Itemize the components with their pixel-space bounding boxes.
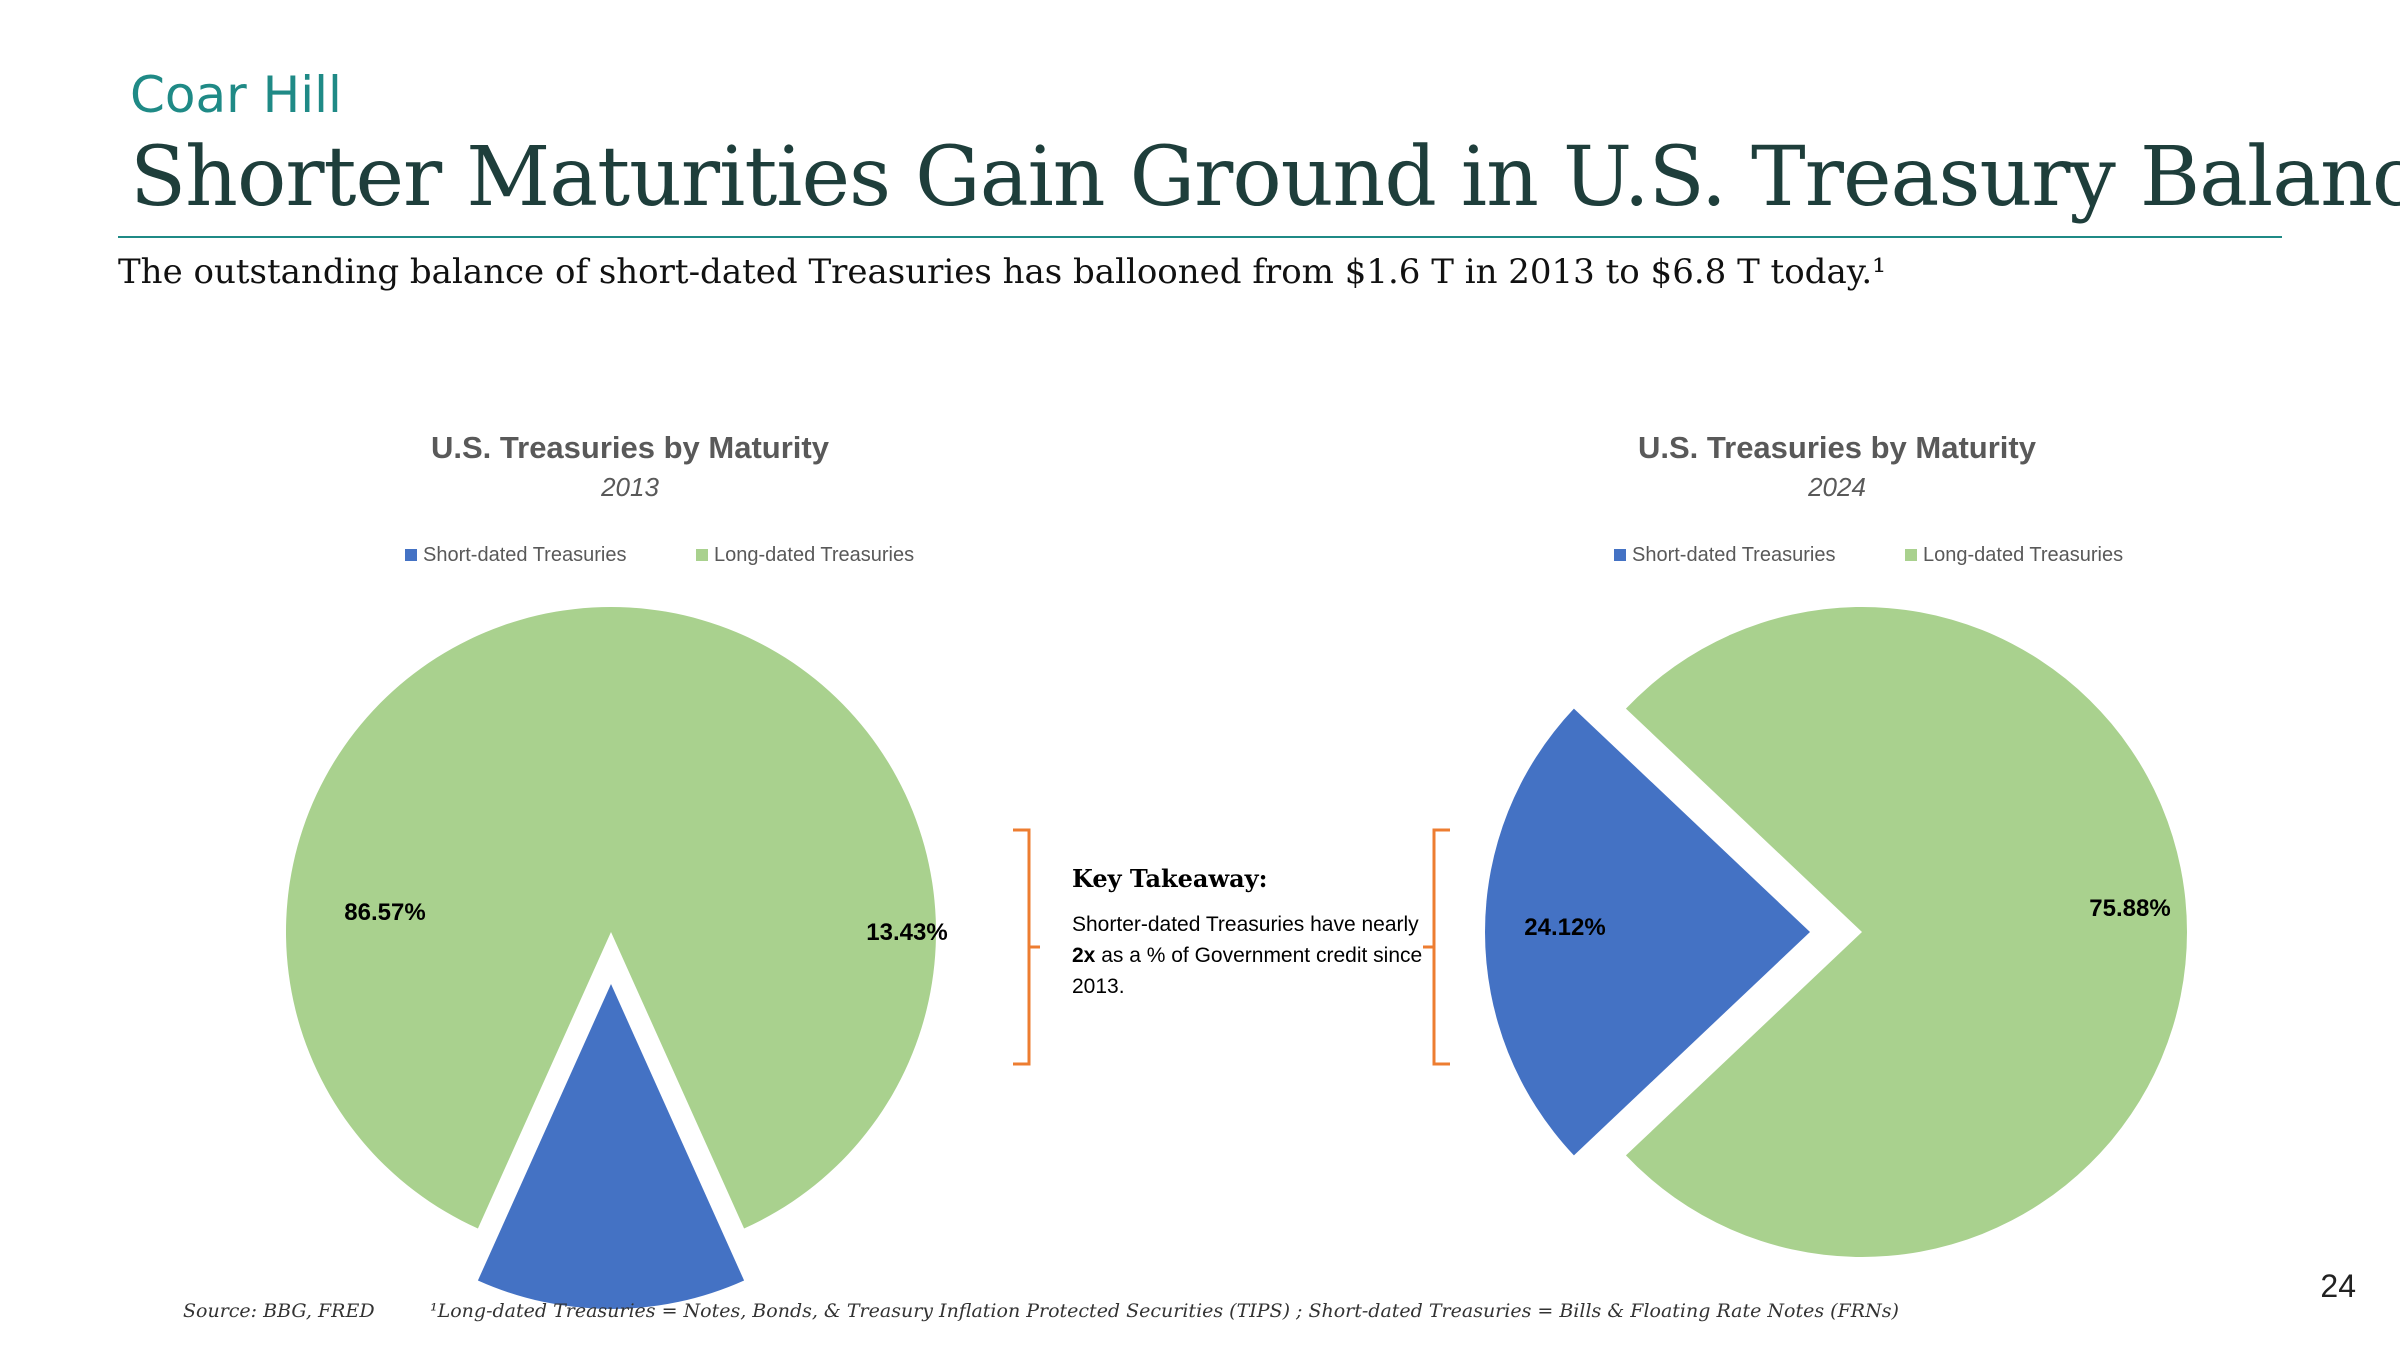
key-takeaway-bold: 2x — [1072, 944, 1096, 967]
key-takeaway-heading: Key Takeaway: — [1072, 864, 1268, 893]
legend-swatch-long — [1905, 549, 1917, 561]
legend-item-long: Long-dated Treasuries — [696, 544, 914, 567]
legend-swatch-short — [1614, 549, 1626, 561]
pie-chart-2013: 13.43% 86.57% — [285, 607, 948, 1309]
chart-subtitle-2024: 2024 — [1808, 472, 1866, 502]
legend-item-long: Long-dated Treasuries — [1905, 544, 2123, 567]
chart-legend-2024: Short-dated Treasuries Long-dated Treasu… — [1614, 544, 2187, 567]
page-title: Shorter Maturities Gain Ground in U.S. T… — [130, 130, 2400, 225]
legend-swatch-short — [405, 549, 417, 561]
data-label-long-2013: 86.57% — [344, 899, 425, 926]
chart-title-2024: U.S. Treasuries by Maturity — [1638, 430, 2036, 465]
legend-label-long: Long-dated Treasuries — [1923, 544, 2124, 566]
key-takeaway-text-2: as a % of Government credit since 2013. — [1072, 944, 1423, 998]
legend-item-short: Short-dated Treasuries — [405, 544, 626, 567]
pie-slice-long-2013 — [285, 607, 937, 1229]
right-bracket — [1423, 828, 1450, 1066]
legend-label-short: Short-dated Treasuries — [423, 544, 627, 566]
pie-slice-short-2013 — [477, 984, 745, 1309]
chart-legend-2013: Short-dated Treasuries Long-dated Treasu… — [405, 544, 978, 567]
legend-label-long: Long-dated Treasuries — [714, 544, 915, 566]
page-subtitle: The outstanding balance of short-dated T… — [118, 252, 1886, 292]
footnote: ¹Long-dated Treasuries = Notes, Bonds, &… — [430, 1300, 1899, 1322]
legend-item-short: Short-dated Treasuries — [1614, 544, 1835, 567]
data-label-short-2013: 13.43% — [866, 919, 947, 946]
key-takeaway-text: Shorter-dated Treasuries have nearly 2x … — [1072, 909, 1432, 1002]
source-note: Source: BBG, FRED — [183, 1300, 375, 1322]
legend-swatch-long — [696, 549, 708, 561]
chart-title-2013: U.S. Treasuries by Maturity — [431, 430, 829, 465]
left-bracket — [1013, 828, 1040, 1066]
legend-label-short: Short-dated Treasuries — [1632, 544, 1836, 566]
pie-slice-long-2024 — [1625, 606, 2187, 1257]
data-label-long-2024: 75.88% — [2089, 895, 2170, 922]
pie-chart-2024: 24.12% 75.88% — [1485, 606, 2187, 1257]
data-label-short-2024: 24.12% — [1524, 914, 1605, 941]
key-takeaway-text-1: Shorter-dated Treasuries have nearly — [1072, 913, 1419, 936]
key-takeaway: Key Takeaway: Shorter-dated Treasuries h… — [1072, 864, 1432, 1002]
brand-name: Coar Hill — [130, 66, 342, 124]
page-number: 24 — [2320, 1268, 2356, 1304]
title-divider — [118, 236, 2282, 238]
chart-subtitle-2013: 2013 — [601, 472, 659, 502]
pie-slice-short-2024 — [1485, 708, 1810, 1156]
